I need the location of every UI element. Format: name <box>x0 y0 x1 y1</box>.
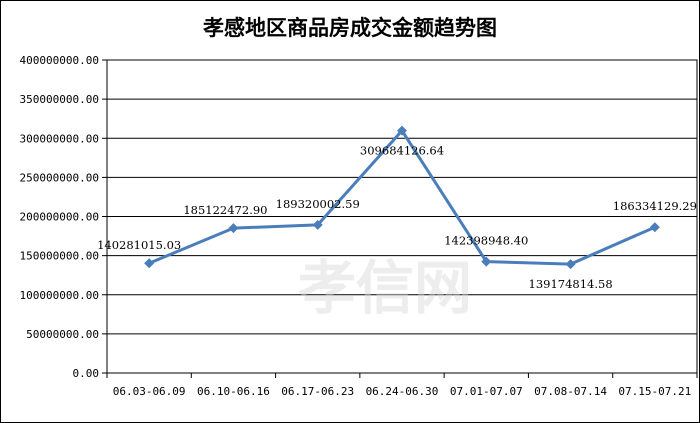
chart-title: 孝感地区商品房成交金额趋势图 <box>203 16 497 40</box>
data-point-marker <box>649 222 660 233</box>
data-point-marker <box>481 256 492 267</box>
y-tick-label: 0.00 <box>73 367 100 380</box>
data-label: 309684126.64 <box>360 144 444 158</box>
data-label: 139174814.58 <box>529 277 613 291</box>
y-tick-label: 100000000.00 <box>20 289 99 302</box>
y-tick-label: 350000000.00 <box>20 93 99 106</box>
y-tick-label: 250000000.00 <box>20 171 99 184</box>
x-tick-label: 06.24-06.30 <box>366 385 439 398</box>
data-point-marker <box>144 258 155 269</box>
axes <box>102 59 698 378</box>
data-label: 185122472.90 <box>183 203 267 217</box>
x-tick-label: 06.17-06.23 <box>281 385 354 398</box>
x-tick-label: 07.15-07.21 <box>618 385 691 398</box>
y-tick-label: 200000000.00 <box>20 211 99 224</box>
x-tick-label: 06.03-06.09 <box>113 385 186 398</box>
y-tick-label: 300000000.00 <box>20 132 99 145</box>
y-tick-label: 400000000.00 <box>20 54 99 67</box>
data-labels: 140281015.03 185122472.90 189320002.59 3096… <box>97 144 697 291</box>
gridlines <box>107 59 697 335</box>
data-label: 186334129.29 <box>613 199 697 213</box>
x-tick-label: 07.08-07.14 <box>534 385 607 398</box>
data-point-marker <box>228 223 239 234</box>
series-line-group <box>144 125 660 270</box>
data-label: 140281015.03 <box>97 238 181 252</box>
data-label: 142398948.40 <box>444 234 528 248</box>
x-tick-labels: 06.03-06.09 06.10-06.16 06.17-06.23 06.24-0… <box>113 385 692 398</box>
y-tick-label: 50000000.00 <box>26 328 99 341</box>
data-point-marker <box>397 125 407 136</box>
data-point-marker <box>565 259 576 270</box>
plot-area-border <box>106 59 698 374</box>
x-tick-label: 07.01-07.07 <box>450 385 523 398</box>
y-tick-label: 150000000.00 <box>20 250 99 263</box>
data-point-marker <box>312 219 323 230</box>
y-tick-labels: 0.00 50000000.00 100000000.00 150000000.00 2… <box>20 54 99 380</box>
data-label: 189320002.59 <box>276 197 360 211</box>
watermark-logo: 孝信网 <box>298 254 472 322</box>
x-tick-label: 06.10-06.16 <box>197 385 270 398</box>
